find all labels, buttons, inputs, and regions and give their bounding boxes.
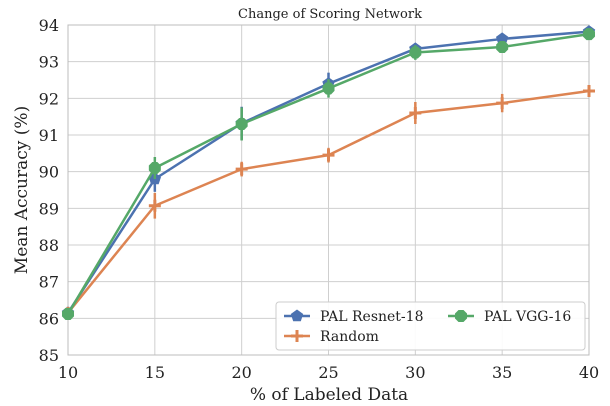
data-point <box>409 107 422 119</box>
y-tick-label: 87 <box>39 273 59 292</box>
data-point <box>496 97 509 110</box>
data-point <box>235 163 248 176</box>
series-2 <box>61 28 596 320</box>
y-axis-label: Mean Accuracy (%) <box>12 106 32 274</box>
series-1 <box>62 85 595 319</box>
y-tick-label: 88 <box>39 236 59 255</box>
data-point <box>148 161 161 175</box>
x-tick-label: 25 <box>318 363 338 382</box>
series-group <box>61 25 596 320</box>
legend-label: PAL VGG-16 <box>484 309 571 325</box>
legend-marker <box>291 330 303 342</box>
y-tick-label: 86 <box>39 309 59 328</box>
x-tick-label: 15 <box>145 363 165 382</box>
legend-item-2: PAL VGG-16 <box>448 309 571 325</box>
data-point <box>61 307 75 320</box>
data-point <box>495 32 509 45</box>
x-tick-label: 30 <box>405 363 425 382</box>
x-axis-label: % of Labeled Data <box>250 385 408 405</box>
chart-title: Change of Scoring Network <box>238 7 422 22</box>
data-point <box>582 28 596 41</box>
y-tick-label: 94 <box>39 16 59 35</box>
data-point <box>496 40 509 54</box>
data-point <box>235 117 248 131</box>
legend-box <box>275 301 586 351</box>
data-point <box>322 149 335 162</box>
data-point <box>148 199 161 212</box>
y-tick-label: 92 <box>39 89 59 108</box>
y-tick-label: 90 <box>39 163 59 182</box>
data-point <box>583 85 595 97</box>
y-tick-label: 91 <box>39 126 59 145</box>
y-tick-label: 89 <box>39 199 59 218</box>
x-tick-label: 35 <box>492 363 512 382</box>
x-tick-label: 10 <box>58 363 78 382</box>
y-tick-label: 85 <box>39 346 59 365</box>
data-point <box>322 82 335 95</box>
legend: PAL Resnet-18 Random PAL VGG-16 <box>275 301 586 351</box>
tick-labels: 10 15 20 25 30 35 40 85 86 87 88 89 90 91 92 93 94 <box>39 16 600 382</box>
data-point <box>409 46 422 59</box>
plot-frame <box>67 24 590 356</box>
x-tick-label: 20 <box>231 363 251 382</box>
legend-label: Random <box>320 329 379 345</box>
legend-label: PAL Resnet-18 <box>320 309 423 325</box>
legend-item-0: PAL Resnet-18 <box>284 309 423 325</box>
legend-marker <box>290 309 304 322</box>
x-tick-label: 40 <box>579 363 599 382</box>
y-tick-label: 93 <box>39 53 59 72</box>
legend-item-1: Random <box>284 329 379 345</box>
legend-marker <box>454 309 468 323</box>
